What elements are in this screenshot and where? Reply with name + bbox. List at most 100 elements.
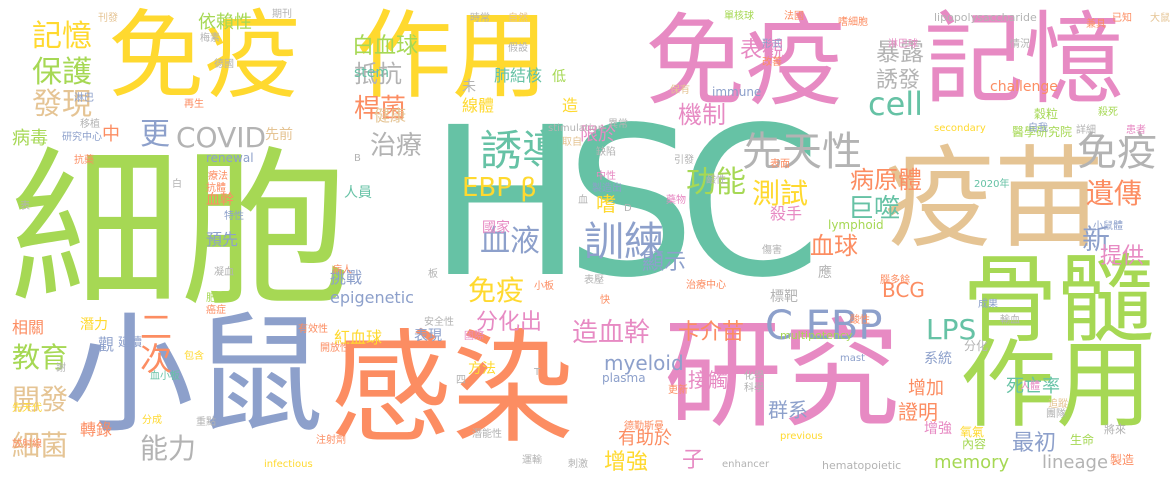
cloud-word: 增強 — [924, 421, 952, 437]
cloud-word: 潛能性 — [472, 429, 502, 440]
cloud-word: 改善 — [762, 57, 782, 68]
cloud-word: 研究 — [664, 306, 901, 444]
cloud-word: 放射線 — [12, 439, 42, 450]
cloud-word: myeloid — [604, 351, 684, 375]
cloud-word: 凝血 — [214, 267, 234, 278]
cloud-word: 血液 — [480, 224, 540, 259]
cloud-word: 製造出 — [592, 183, 622, 194]
cloud-word: 血 — [578, 195, 588, 206]
cloud-word: 作用 — [960, 329, 1152, 441]
cloud-word: 科學 — [744, 383, 764, 394]
cloud-word: 病原體 — [850, 166, 922, 194]
cloud-word: 醫學研究院 — [1012, 125, 1073, 139]
cloud-word: 酸性 — [850, 315, 870, 326]
cloud-word: 機制 — [678, 101, 726, 129]
cloud-word: lipopolysaccharide — [934, 11, 1037, 24]
cloud-word: 板 — [428, 269, 438, 280]
cloud-word: memory — [934, 452, 1010, 473]
cloud-word: 國家 — [482, 220, 510, 236]
cloud-word: 移植 — [80, 119, 100, 130]
cloud-word: multipotency — [780, 329, 853, 342]
cloud-word: 化學 — [744, 371, 764, 382]
cloud-word: 能力 — [140, 432, 197, 465]
cloud-word: 引發 — [674, 155, 694, 166]
cloud-word: 免疫 — [108, 0, 300, 112]
cloud-word: lineage — [1042, 452, 1109, 473]
cloud-word: 白 — [172, 179, 182, 190]
cloud-word: 抗藥 — [74, 155, 94, 166]
cloud-word: 新 — [1082, 223, 1111, 256]
cloud-word: 缺陷 — [596, 147, 616, 158]
cloud-word: 抵抗 — [354, 60, 402, 88]
cloud-word: 作用 — [356, 0, 548, 112]
cloud-word: 二次 — [135, 310, 173, 374]
cloud-word: 教育 — [12, 341, 69, 374]
cloud-word: 紅血球 — [334, 328, 383, 347]
cloud-word: 血小板 — [150, 371, 180, 382]
cloud-word: 藥物 — [666, 195, 686, 206]
cloud-word: 包含 — [184, 351, 204, 362]
cloud-word: 小鼠體 — [1093, 221, 1123, 232]
cloud-word: 團隊 — [1046, 409, 1066, 420]
cloud-word: COVID — [176, 121, 267, 154]
cloud-word: 健康 — [374, 106, 407, 125]
cloud-word: 殺死 — [1098, 107, 1118, 118]
cloud-word: 細菌 — [12, 429, 69, 462]
cloud-word: 死亡率 — [1006, 376, 1060, 397]
cloud-word: 中性 — [596, 171, 616, 182]
cloud-word: 2020年 — [974, 179, 1010, 190]
cloud-word: 開發 — [12, 383, 69, 416]
cloud-word: 桿菌 — [354, 94, 407, 124]
cloud-word: 巨噬 — [848, 194, 901, 224]
cloud-word: 病毒 — [12, 128, 48, 149]
cloud-word: LPS — [926, 313, 977, 346]
cloud-word: 表 — [20, 201, 30, 212]
cloud-word: 誘導 — [480, 126, 565, 175]
cloud-word: 觀 — [98, 335, 115, 354]
cloud-word: 自我 — [1028, 123, 1048, 134]
cloud-word: mast — [840, 353, 865, 364]
cloud-word: 先前 — [265, 127, 293, 143]
cloud-word: 表觀 — [740, 38, 785, 63]
cloud-word: 腦多餘 — [880, 275, 910, 286]
cloud-word: 潛力 — [80, 317, 108, 333]
cloud-word: 卡介苗 — [678, 320, 745, 345]
cloud-word: 傷害 — [762, 245, 782, 256]
cloud-word: 患者 — [1126, 125, 1146, 136]
cloud-word: 記憶 — [924, 1, 1124, 118]
cloud-word: stimulation — [548, 123, 605, 134]
cloud-word: 已知 — [1112, 13, 1132, 24]
cloud-word: 期刊 — [272, 9, 292, 20]
cloud-word: 自然 — [508, 13, 528, 24]
cloud-word: 製造 — [1110, 453, 1135, 467]
cloud-word: challenge — [990, 79, 1058, 95]
cloud-word: 記憶 — [32, 19, 92, 54]
cloud-word: 單核球 — [724, 11, 754, 22]
cloud-word: 嗜 — [596, 192, 616, 216]
cloud-word: infectious — [264, 459, 313, 470]
cloud-word: 挑戰 — [330, 268, 363, 287]
cloud-word: 生命 — [1070, 433, 1095, 447]
cloud-word: 免疫 — [1077, 129, 1157, 175]
cloud-word: 增加 — [908, 378, 944, 399]
cloud-word: 先天代 — [12, 403, 42, 414]
cloud-word: previous — [780, 431, 823, 442]
cloud-word: cell — [868, 85, 924, 123]
cloud-word: 提供 — [1100, 244, 1145, 269]
cloud-word: 線體 — [462, 96, 495, 115]
cloud-word: 血幹 — [206, 192, 234, 208]
cloud-word: secondary — [934, 123, 986, 134]
cloud-word: 開放性 — [320, 343, 350, 354]
cloud-word: 更新 — [668, 385, 688, 396]
cloud-word: 表現 — [414, 328, 442, 344]
cloud-word: 功能 — [686, 165, 746, 200]
cloud-word: 內容 — [962, 437, 987, 451]
cloud-word: 表面 — [770, 159, 790, 170]
cloud-word: 輸血 — [1000, 315, 1020, 326]
cloud-word: epigenetic — [330, 288, 414, 307]
cloud-word: 特性 — [224, 211, 244, 222]
cloud-word: 白血球 — [352, 34, 419, 59]
cloud-word: 血球 — [810, 232, 858, 260]
cloud-word: 小鼠 — [64, 299, 325, 451]
cloud-word: 骨髓 — [962, 244, 1154, 356]
